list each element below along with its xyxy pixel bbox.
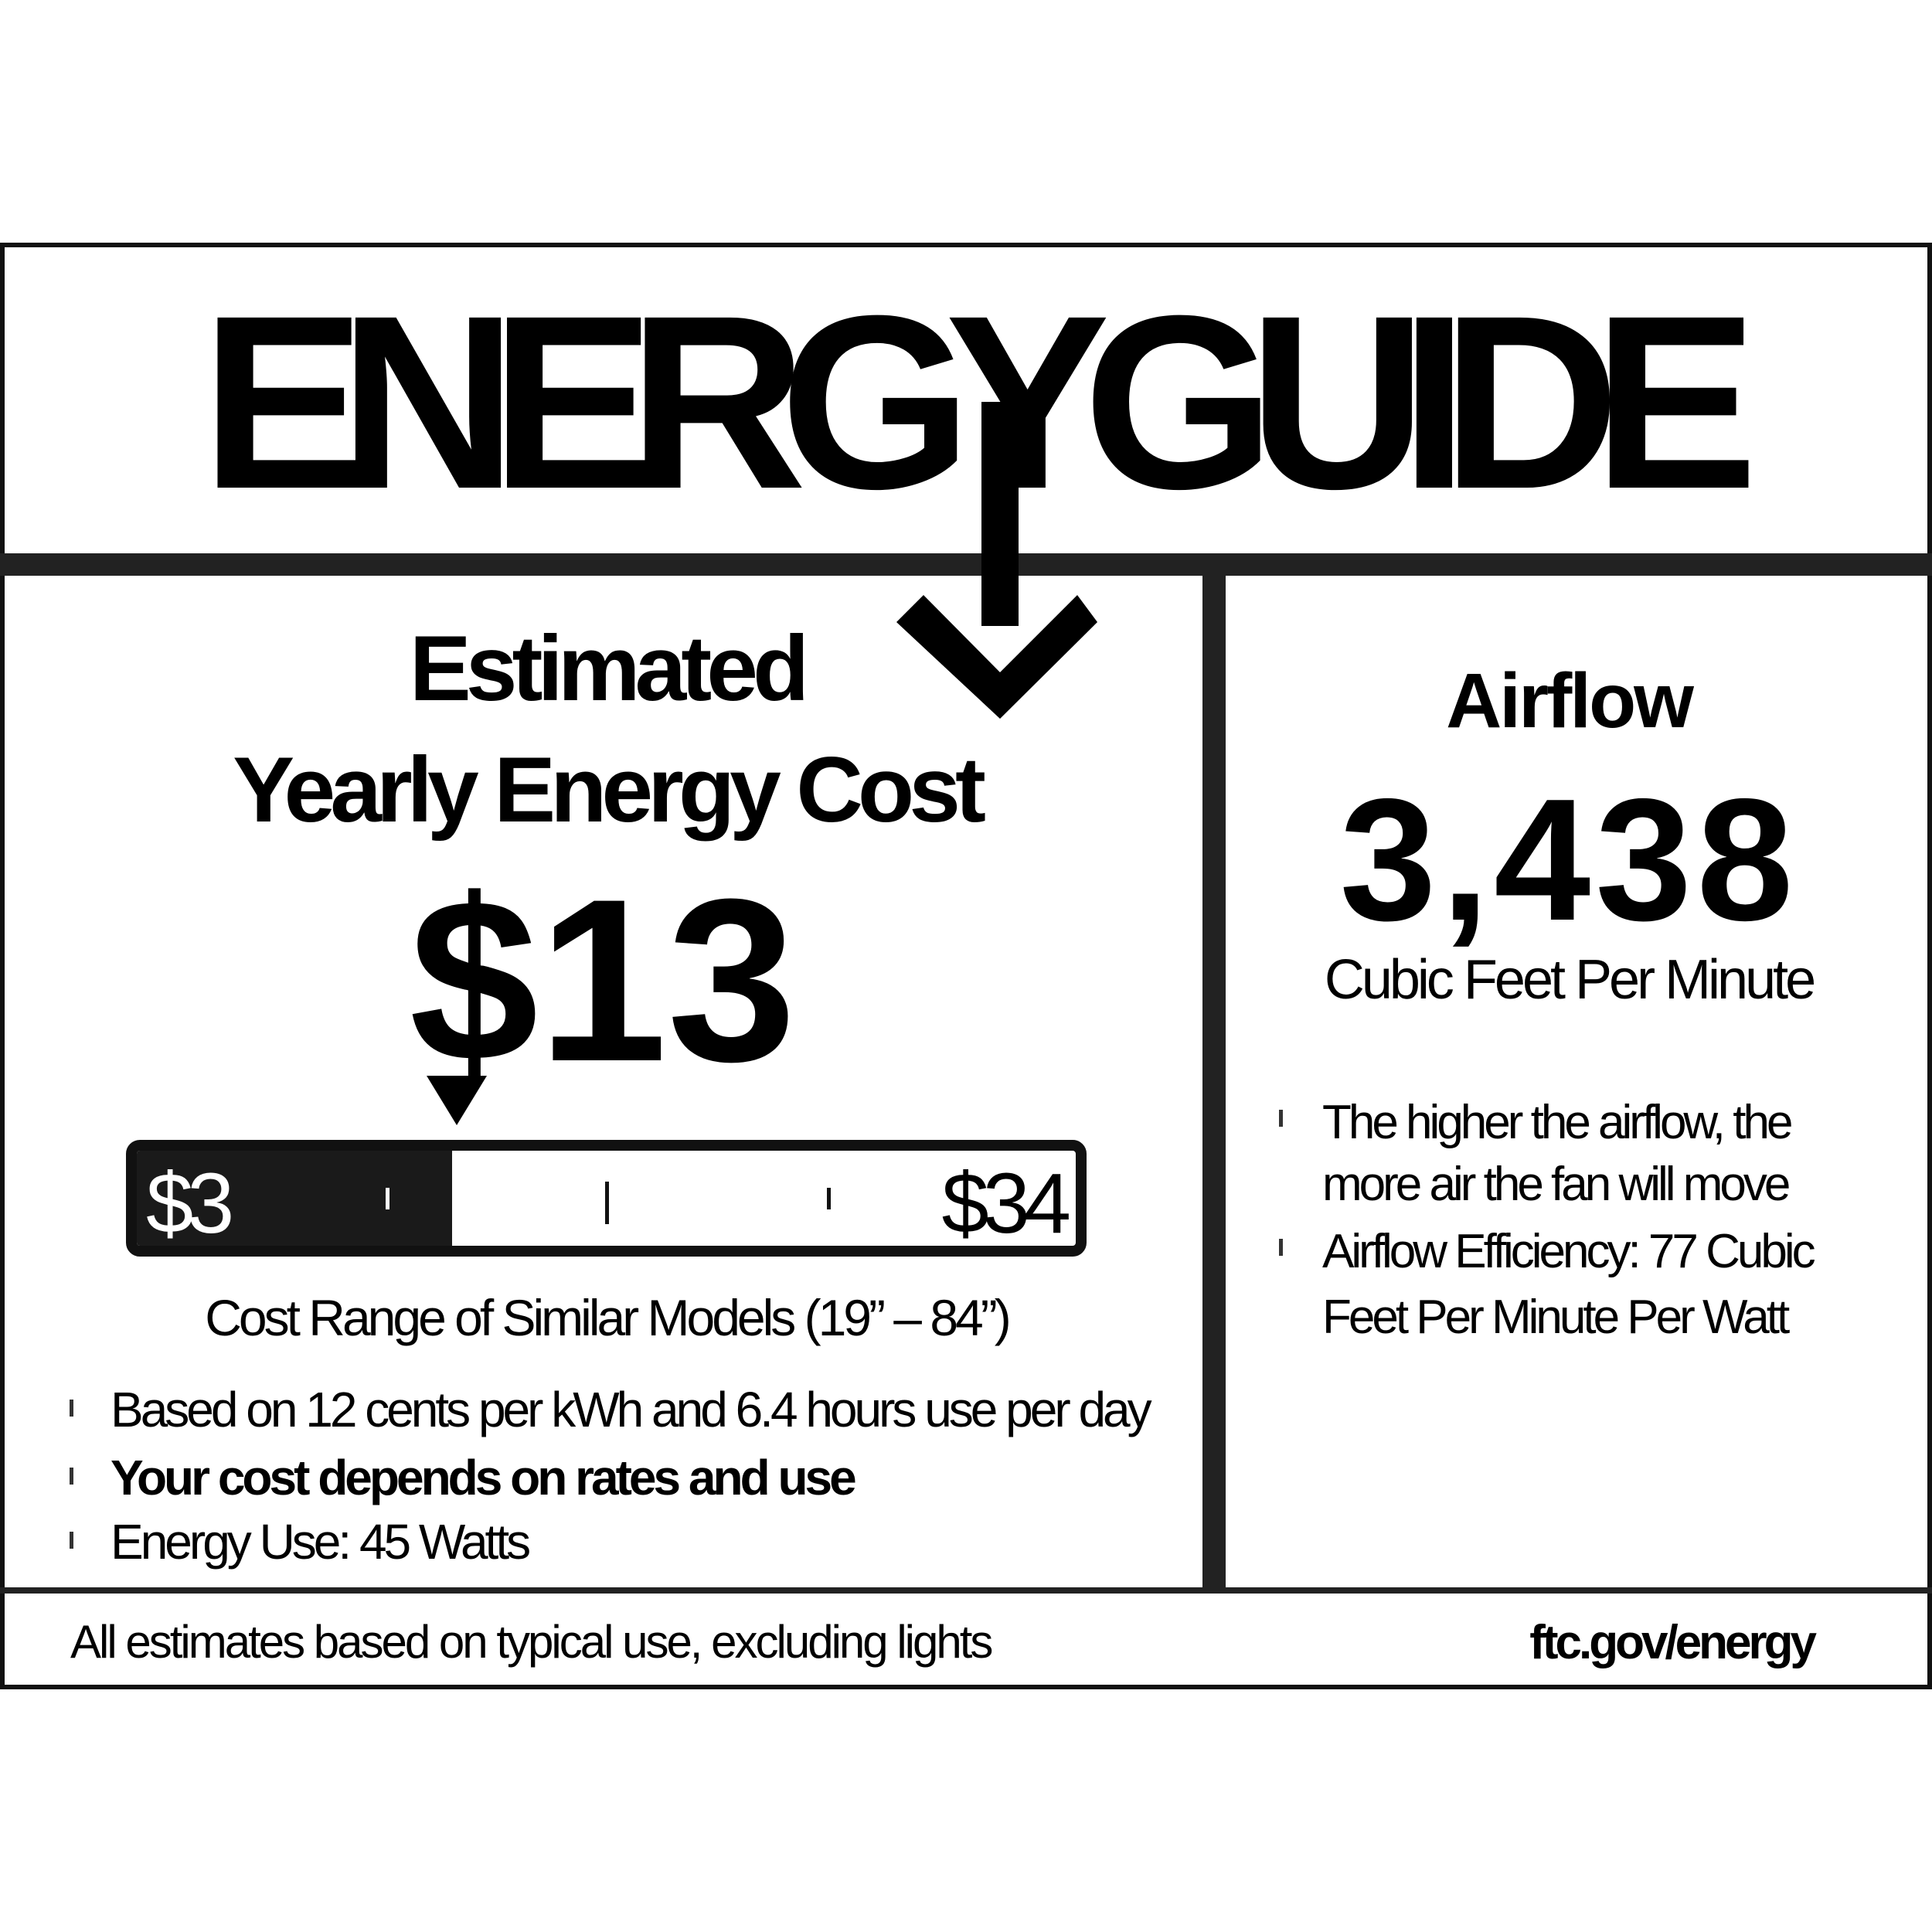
footer-note: All estimates based on typical use, excl… <box>70 1616 993 1668</box>
footer-divider <box>0 1587 1932 1594</box>
cost-range-fill <box>137 1151 452 1246</box>
range-max: $34 <box>941 1156 1071 1251</box>
bullet-icon <box>70 1400 73 1417</box>
range-tick <box>827 1188 831 1209</box>
airflow-bullet-2-line1: Airflow Efficiency: 77 Cubic <box>1322 1225 1816 1278</box>
range-tick <box>386 1188 389 1209</box>
bullet-icon <box>70 1532 73 1549</box>
range-min: $3 <box>146 1156 234 1251</box>
cost-range-bar: $3 $34 <box>126 1140 1087 1257</box>
cost-heading-line1: Estimated <box>409 617 810 720</box>
airflow-unit: Cubic Feet Per Minute <box>1324 949 1816 1011</box>
airflow-bullet-2-line2: Feet Per Minute Per Watt <box>1322 1291 1790 1344</box>
bullet-icon <box>70 1468 73 1485</box>
column-divider <box>1202 576 1226 1590</box>
header-divider <box>0 553 1932 576</box>
cost-bullet-2: Your cost depends on rates and use <box>111 1450 857 1505</box>
cost-heading-line2: Yearly Energy Cost <box>233 738 986 842</box>
footer-link[interactable]: ftc.gov/energy <box>1529 1616 1817 1669</box>
cost-value: $13 <box>409 850 797 1110</box>
label-title-text: ENERGYGUIDE <box>201 264 1758 540</box>
cost-range-caption: Cost Range of Similar Models (19” – 84”) <box>205 1289 1011 1346</box>
airflow-bullet-1-line1: The higher the airflow, the <box>1322 1096 1793 1149</box>
range-tick <box>605 1182 609 1224</box>
bullet-icon <box>1279 1110 1283 1127</box>
airflow-value: 3,438 <box>1339 762 1798 957</box>
label-title: ENERGYGUIDE <box>0 278 1932 526</box>
cost-marker-triangle-icon <box>427 1076 487 1125</box>
cost-bullet-1: Based on 12 cents per kWh and 6.4 hours … <box>111 1382 1152 1437</box>
arrow-down-icon <box>896 402 1097 719</box>
bullet-icon <box>1279 1239 1283 1256</box>
airflow-bullet-1-line2: more air the fan will move <box>1322 1158 1791 1211</box>
energyguide-label <box>0 243 1932 1689</box>
airflow-heading: Airflow <box>1446 658 1694 744</box>
cost-bullet-3: Energy Use: 45 Watts <box>111 1514 531 1570</box>
